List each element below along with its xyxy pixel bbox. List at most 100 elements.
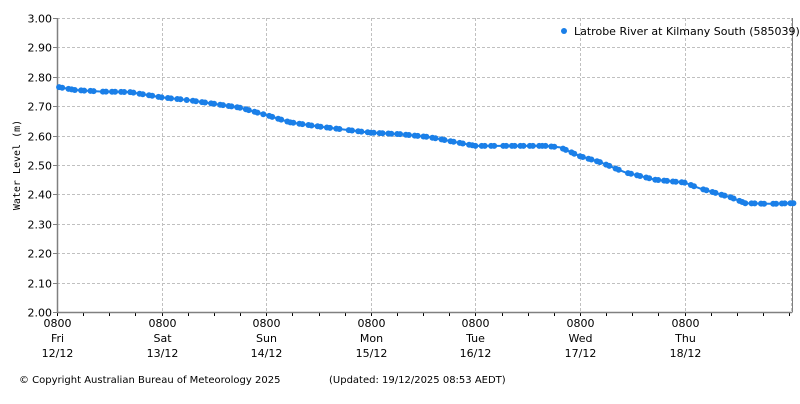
data-point	[121, 89, 128, 95]
data-point	[299, 121, 306, 128]
data-point	[491, 142, 498, 149]
data-point	[317, 123, 324, 130]
data-point	[177, 96, 184, 103]
data-point	[637, 173, 644, 179]
data-point	[646, 175, 653, 182]
data-point	[254, 109, 261, 116]
data-point	[742, 200, 749, 207]
axes: 2.00 2.10 2.20 2.30 2.40 2.50 2.60 2.70 2.80 2.90…	[28, 13, 793, 360]
x-tick-label: Wed	[569, 332, 593, 345]
data-point	[228, 103, 235, 110]
data-point	[71, 87, 78, 93]
data-point	[130, 89, 137, 96]
updated-timestamp: (Updated: 19/12/2025 08:53 AEDT)	[329, 375, 506, 386]
data-point	[327, 124, 333, 131]
x-tick-label: Mon	[360, 332, 383, 345]
x-tick-label: Sat	[153, 332, 172, 345]
data-point	[511, 142, 518, 149]
x-tick-label: Thu	[674, 332, 696, 345]
data-point	[414, 132, 421, 139]
data-point	[459, 140, 466, 147]
x-tick-label: 17/12	[565, 347, 597, 360]
x-tick-label: 18/12	[670, 347, 702, 360]
data-point	[664, 177, 670, 184]
data-point	[712, 189, 719, 196]
data-point	[481, 142, 488, 149]
data-point	[211, 100, 218, 107]
data-point	[562, 146, 569, 153]
data-point	[691, 183, 697, 190]
data-point	[721, 192, 728, 199]
data-point	[628, 170, 634, 177]
y-axis-label: Water Level (m)	[12, 120, 23, 210]
data-point	[503, 142, 510, 149]
data-point	[139, 91, 146, 98]
grid-lines	[57, 18, 792, 312]
x-tick-label: 0800	[672, 317, 700, 330]
data-point	[681, 179, 688, 186]
legend-label: Latrobe River at Kilmany South (585039)	[574, 25, 800, 38]
data-point	[192, 98, 199, 105]
x-tick-label: Tue	[465, 332, 485, 345]
x-tick-label: 15/12	[356, 347, 388, 360]
x-tick-label: 16/12	[460, 347, 492, 360]
data-point	[423, 133, 430, 140]
x-tick-label: Fri	[51, 332, 64, 345]
data-point	[606, 162, 613, 169]
x-tick-label: 12/12	[42, 347, 74, 360]
y-axis-title: Water Level (m)	[12, 120, 23, 210]
data-point	[655, 177, 662, 183]
x-tick-label: 0800	[567, 317, 595, 330]
data-point	[388, 130, 395, 137]
data-point	[278, 116, 285, 123]
data-point	[349, 127, 355, 134]
data-point	[672, 178, 679, 185]
data-point	[615, 166, 622, 173]
x-tick-label: 0800	[253, 317, 281, 330]
y-tick-label: 2.30	[28, 219, 53, 232]
data-point	[579, 154, 586, 160]
data-point	[59, 84, 66, 91]
y-tick-label: 2.90	[28, 42, 53, 55]
data-point	[781, 200, 788, 207]
data-point	[379, 130, 386, 137]
data-point	[790, 200, 797, 207]
data-point	[220, 102, 226, 109]
x-tick-label: 14/12	[251, 347, 283, 360]
series-line	[58, 86, 794, 205]
data-point	[472, 142, 479, 149]
data-point	[596, 159, 603, 166]
legend-marker-icon	[561, 28, 567, 34]
data-point	[290, 119, 297, 126]
x-tick-label: Sun	[256, 332, 277, 345]
data-point	[260, 111, 267, 118]
data-point	[730, 195, 737, 202]
copyright-text: © Copyright Australian Bureau of Meteoro…	[19, 375, 281, 386]
y-tick-label: 2.20	[28, 248, 53, 261]
x-tick-label: 0800	[149, 317, 177, 330]
data-point	[103, 88, 109, 95]
data-point	[450, 138, 457, 145]
legend: Latrobe River at Kilmany South (585039)	[561, 25, 800, 38]
data-point	[588, 156, 595, 163]
data-point	[370, 129, 377, 136]
y-tick-label: 2.80	[28, 72, 53, 85]
data-point	[761, 200, 768, 207]
y-tick-label: 2.60	[28, 131, 53, 144]
data-point	[168, 95, 174, 102]
data-point	[202, 99, 208, 106]
data-point	[183, 97, 190, 103]
data-point	[703, 187, 710, 194]
data-point	[90, 88, 97, 95]
data-point	[308, 122, 315, 129]
data-point	[529, 142, 536, 149]
data-point	[81, 87, 88, 94]
data-point	[542, 142, 549, 149]
data-series	[56, 84, 797, 207]
y-tick-label: 2.70	[28, 101, 53, 114]
data-point	[245, 107, 252, 114]
data-point	[520, 142, 527, 149]
x-tick-label: 0800	[358, 317, 386, 330]
